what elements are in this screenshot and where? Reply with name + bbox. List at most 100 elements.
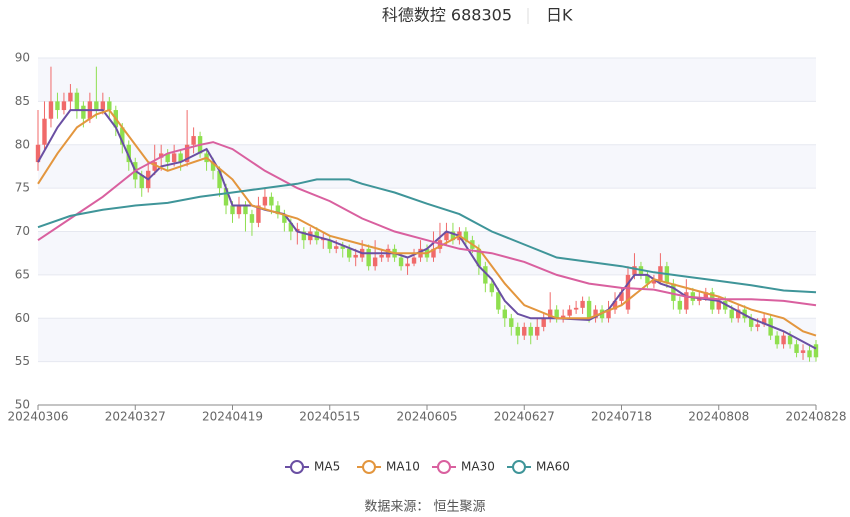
candle-body [372,257,378,267]
y-tick-label: 70 [15,224,30,238]
candle-body [573,307,579,310]
legend-label: MA60 [536,460,570,474]
candle-body [275,205,281,215]
candle-body [35,144,41,163]
candle-body [269,196,274,206]
candle-body [184,144,190,163]
candle-body [249,214,255,223]
candle-body [100,101,106,111]
candle-body [431,248,436,258]
candle-body [528,326,533,336]
candle-body [262,196,268,206]
chart-title: 科德数控 688305 [382,6,512,25]
x-tick-label: 20240718 [591,410,652,424]
legend-marker [437,460,451,474]
candle-body [301,231,307,241]
candle-body [165,153,170,163]
candle-body [217,170,222,189]
source-note: 数据来源： 恒生聚源 [364,500,485,515]
candle-body [327,240,332,249]
y-tick-label: 90 [15,51,30,65]
candle-body [68,92,73,102]
candle-body [496,292,501,310]
candle-body [541,318,546,327]
candle-body [515,326,520,336]
candle-body [580,300,585,308]
candle-body [703,292,708,299]
candle-body [509,318,514,327]
candle-body [736,309,741,319]
candle-body [463,231,469,241]
candle-body [230,205,235,215]
candle-body [120,127,125,145]
candle-body [567,309,572,316]
x-tick-label: 20240605 [396,410,457,424]
candle-body [560,315,566,319]
candle-body [483,266,488,284]
x-tick-label: 20240808 [688,410,749,424]
candle-body [61,101,67,111]
candle-body [684,292,689,310]
legend-marker [290,460,304,474]
candle-body [677,300,683,310]
candle-body [535,326,540,336]
candle-body [282,214,287,223]
candle-body [645,274,650,284]
legend-label: MA10 [386,460,420,474]
candle-body [729,309,734,319]
candle-body [586,300,592,319]
grid-band [38,58,816,102]
candle-body [171,153,177,163]
candle-body [522,326,527,336]
y-tick-label: 75 [15,181,30,195]
candle-body [450,231,456,241]
candle-body [334,246,339,249]
candle-body [42,118,47,145]
candle-body [379,254,384,258]
candle-body [288,222,294,232]
x-tick-label: 20240828 [785,410,846,424]
candle-body [761,318,767,325]
candle-body [223,188,229,206]
candle-body [366,248,371,267]
x-tick-label: 20240419 [202,410,263,424]
candle-body [671,283,676,301]
y-tick-label: 85 [15,94,30,108]
x-tick-label: 20240327 [105,410,166,424]
candle-body [476,248,482,267]
candle-body [748,318,754,327]
candle-body [398,257,404,267]
y-tick-label: 50 [15,398,30,412]
candle-body [787,335,793,345]
x-tick-label: 20240515 [299,410,360,424]
candle-body [716,300,721,310]
candle-body [178,153,183,163]
candle-body [502,309,507,319]
candle-body [340,246,345,249]
candle-body [139,175,144,189]
legend-label: MA5 [314,460,340,474]
chart-subtitle: 日K [546,6,573,25]
candle-body [126,144,131,163]
candle-body [774,335,780,345]
candle-body [256,205,261,223]
grid-band [38,318,816,362]
ma-line [37,141,817,307]
candle-body [347,248,352,258]
candle-body [697,298,702,301]
candle-body [606,309,611,319]
candle-body [444,231,449,241]
candle-body [807,350,812,358]
candle-body [236,205,242,215]
legend-marker [362,460,376,474]
ma-line [37,178,817,294]
candle-body [800,350,806,353]
candle-body [593,309,598,319]
y-tick-label: 55 [15,354,30,368]
x-tick-label: 20240306 [7,410,68,424]
y-tick-label: 60 [15,311,30,325]
legend-marker [512,460,526,474]
y-tick-label: 80 [15,137,30,151]
candle-body [619,292,624,301]
